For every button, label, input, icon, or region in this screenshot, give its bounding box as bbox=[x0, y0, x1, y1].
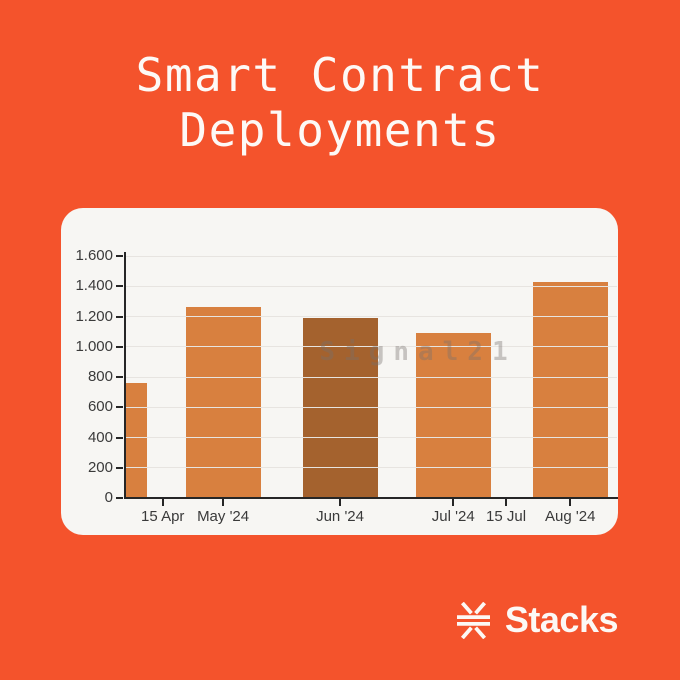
page-title-line1: Smart Contract bbox=[135, 48, 545, 102]
plot-area: Signal21 0 200 400 600 800 1.000 1.200 1.400 1.6… bbox=[75, 247, 618, 525]
y-axis-tick bbox=[116, 466, 123, 469]
stacks-logo: Stacks bbox=[456, 599, 619, 640]
bar bbox=[532, 282, 608, 498]
y-axis-label: 400 bbox=[87, 428, 113, 446]
x-axis-tick bbox=[161, 499, 164, 506]
bar bbox=[415, 333, 491, 498]
x-axis-label: Jul '24 bbox=[431, 508, 475, 525]
y-axis-label: 1.400 bbox=[75, 277, 113, 295]
y-axis-tick bbox=[116, 345, 123, 348]
x-axis-label: Jun '24 bbox=[316, 508, 364, 525]
y-axis-label: 1.200 bbox=[75, 307, 113, 325]
x-axis-tick bbox=[452, 499, 455, 506]
y-axis-label: 800 bbox=[87, 368, 113, 385]
stacks-wordmark: Stacks bbox=[504, 599, 619, 640]
y-axis-tick bbox=[116, 406, 123, 409]
gridline bbox=[125, 255, 617, 257]
y-axis-line bbox=[124, 252, 126, 499]
chart-card: Signal21 0 200 400 600 800 1.000 1.200 1.400 1.6… bbox=[61, 208, 618, 535]
bar bbox=[125, 383, 148, 498]
page-title-line2: Deployments bbox=[179, 103, 501, 157]
gridline bbox=[125, 467, 617, 469]
bar bbox=[185, 306, 261, 498]
x-axis-label: 15 Apr bbox=[141, 508, 185, 525]
y-axis-tick bbox=[116, 436, 123, 439]
y-axis-label: 1.000 bbox=[75, 337, 113, 355]
y-axis-label: 1.600 bbox=[75, 247, 113, 264]
x-axis-tick bbox=[505, 499, 508, 506]
y-axis-tick bbox=[116, 285, 123, 288]
x-axis-tick bbox=[339, 499, 342, 506]
y-axis-tick bbox=[116, 376, 123, 378]
gridline bbox=[125, 406, 617, 408]
watermark: Signal21 bbox=[319, 337, 517, 367]
y-axis-label: 600 bbox=[87, 398, 113, 416]
gridline bbox=[125, 437, 617, 438]
y-axis-label: 0 bbox=[104, 489, 113, 506]
x-axis-label: Aug '24 bbox=[545, 508, 596, 525]
y-axis-label: 200 bbox=[87, 458, 113, 476]
x-axis-label: 15 Jul bbox=[486, 508, 527, 525]
page-title: Smart Contract Deployments bbox=[0, 48, 680, 158]
x-axis-label: May '24 bbox=[197, 508, 250, 525]
gridline bbox=[125, 376, 617, 378]
x-axis-line bbox=[124, 497, 618, 499]
y-axis-tick bbox=[116, 497, 123, 499]
stacks-symbol-icon bbox=[456, 601, 490, 639]
gridline bbox=[125, 346, 617, 348]
x-axis-tick bbox=[222, 499, 225, 506]
bars-layer bbox=[125, 250, 617, 498]
gridline bbox=[125, 316, 617, 317]
x-axis-tick bbox=[569, 499, 572, 506]
y-axis-tick bbox=[116, 315, 123, 318]
y-axis-tick bbox=[116, 255, 123, 257]
gridline bbox=[125, 285, 617, 287]
